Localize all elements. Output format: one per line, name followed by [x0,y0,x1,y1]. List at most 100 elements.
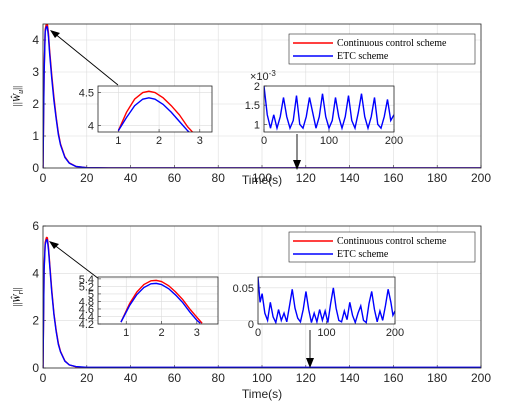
bottom-inset-peak-y-tick-label: 4.8 [79,296,94,308]
bottom-inset-peak-x-tick-label: 1 [123,327,129,339]
top-inset-steady-y-tick-label: 1 [254,119,260,131]
top-inset-peak: 1 2 3 4 4.5 [79,85,213,147]
top-y-tick-label: 3 [32,65,39,79]
bottom-inset-steady: 0 100 200 0 0.05 [233,276,405,339]
bottom-x-tick-label: 60 [168,371,182,385]
top-inset-steady-x-tick-label: 200 [385,135,403,147]
bottom-legend-label-etc: ETC scheme [337,249,389,260]
top-inset-peak-line-continuous [117,90,194,132]
top-inset-peak-box [97,85,213,133]
bottom-y-axis-label: ||Ŵr|| [10,287,25,307]
top-inset-steady-y-tick-label: 1.5 [245,100,260,112]
top-legend-box [288,33,476,65]
top-legend-label-continuous: Continuous control scheme [337,38,447,49]
bottom-x-ticks: 0 20 40 60 80 100 120 140 160 180 200 [40,371,492,385]
top-inset-peak-series [117,90,194,132]
bottom-inset-peak-line-etc [120,282,201,324]
top-inset-steady-series [264,86,394,131]
top-y-axis-label: ||Ŵu|| [10,86,25,106]
top-inset-peak-x-tick-label: 2 [156,135,162,147]
top-axes-box [42,23,482,169]
top-inset-peak-x-tick-label: 1 [115,135,121,147]
top-x-ticks: 0 20 40 60 80 100 120 140 160 180 200 [40,171,492,185]
top-arrow-steady [293,134,301,170]
bottom-x-tick-label: 20 [80,371,94,385]
top-inset-peak-y-tick-label: 4 [88,120,94,132]
bottom-x-tick-label: 80 [212,371,226,385]
bottom-x-tick-label: 200 [471,371,491,385]
bottom-series [43,236,481,368]
top-x-tick-label: 40 [124,171,138,185]
top-x-tick-label: 200 [471,171,491,185]
top-x-tick-label: 160 [383,171,403,185]
bottom-y-tick-label: 2 [32,314,39,328]
bottom-inset-peak-y-tick-label: 5.2 [79,281,94,293]
bottom-inset-steady-x-tick-label: 0 [255,327,261,339]
bottom-y-tick-label: 4 [32,266,39,280]
top-x-tick-label: 180 [427,171,447,185]
top-inset-steady-ticks: 0 100 200 1 1.5 2 [245,81,403,147]
bottom-inset-steady-series [258,277,395,324]
bottom-x-tick-label: 100 [252,371,272,385]
top-x-tick-label: 0 [40,171,47,185]
top-inset-peak-y-tick-label: 4.5 [79,88,94,100]
top-legend-label-etc: ETC scheme [337,51,389,62]
bottom-arrow-peak [49,241,104,283]
top-legend: Continuous control scheme ETC scheme [288,33,476,65]
bottom-legend-box [288,231,476,263]
top-inset-peak-ticks: 1 2 3 4 4.5 [79,88,203,147]
bottom-x-tick-label: 180 [427,371,447,385]
bottom-inset-peak-y-tick-label: 5.4 [79,274,94,286]
bottom-inset-steady-box [257,276,396,325]
bottom-line-etc [43,238,481,368]
bottom-x-tick-label: 120 [296,371,316,385]
bottom-inset-steady-x-tick-label: 200 [386,327,404,339]
top-y-tick-label: 1 [32,129,39,143]
top-x-tick-label: 140 [340,171,360,185]
bottom-inset-peak-background [98,277,218,324]
top-inset-peak-background [98,86,212,132]
top-x-tick-label: 100 [252,171,272,185]
bottom-y-tick-label: 0 [32,361,39,375]
bottom-x-tick-label: 160 [383,371,403,385]
top-inset-peak-line-etc [117,97,190,132]
bottom-inset-steady-y-tick-label: 0 [248,319,254,331]
bottom-inset-peak-y-tick-label: 5 [88,289,94,301]
bottom-inset-peak-series [120,279,203,324]
top-inset-steady-box [263,85,395,133]
top-x-tick-label: 20 [80,171,94,185]
bottom-inset-peak-x-tick-label: 3 [194,327,200,339]
bottom-inset-peak: 1 2 3 4.24.44.64.855.25.4 [79,274,219,339]
top-x-tick-label: 60 [168,171,182,185]
top-y-tick-label: 2 [32,97,39,111]
bottom-inset-steady-line-etc [258,277,395,324]
bottom-arrow-steady [306,330,314,368]
top-x-axis-label: Time(s) [242,173,282,187]
top-inset-steady-line-etc [264,86,394,131]
bottom-inset-peak-box [97,276,219,325]
bottom-legend-label-continuous: Continuous control scheme [337,236,447,247]
bottom-x-tick-label: 40 [124,371,138,385]
bottom-inset-peak-ticks: 1 2 3 4.24.44.64.855.25.4 [79,274,200,339]
top-y-tick-label: 4 [32,33,39,47]
bottom-inset-peak-y-tick-label: 4.4 [79,311,94,323]
bottom-x-axis-label: Time(s) [242,387,282,401]
top-inset-steady-x-tick-label: 0 [261,135,267,147]
bottom-inset-peak-y-tick-label: 4.2 [79,319,94,331]
top-y-axis-label-text: ||Ŵu|| [10,86,25,106]
top-y-ticks: 0 1 2 3 4 [32,33,39,175]
bottom-axes-box [42,225,482,369]
bottom-inset-steady-ticks: 0 100 200 0 0.05 [233,283,405,339]
bottom-y-ticks: 0 2 4 6 [32,219,39,375]
bottom-inset-peak-line-continuous [120,279,203,324]
top-x-tick-label: 80 [212,171,226,185]
bottom-y-tick-label: 6 [32,219,39,233]
bottom-inset-steady-x-tick-label: 100 [317,327,335,339]
bottom-inset-peak-x-tick-label: 2 [158,327,164,339]
top-inset-steady-x-tick-label: 100 [320,135,338,147]
top-series [43,24,481,168]
